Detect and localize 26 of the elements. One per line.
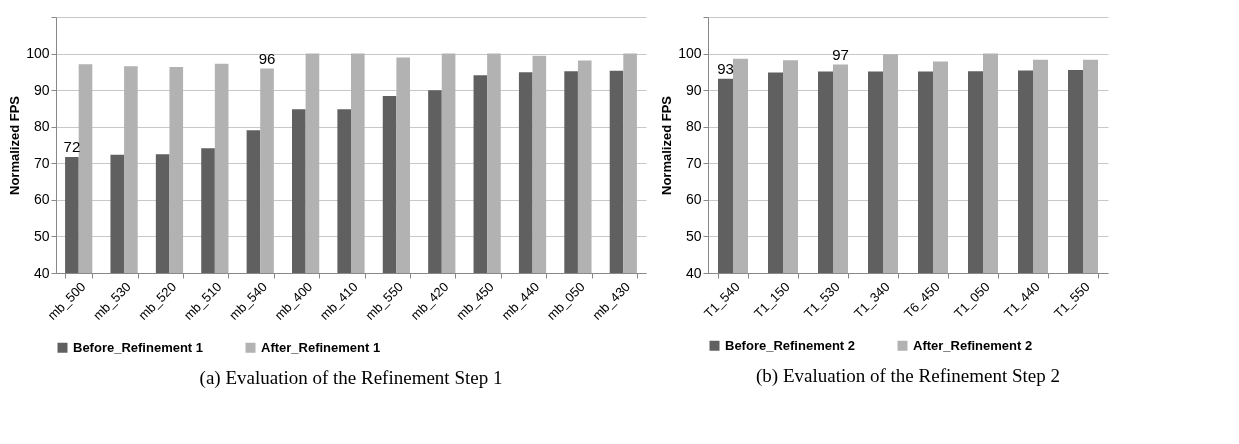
y-tick-label: 90 bbox=[33, 81, 50, 98]
data-label: 96 bbox=[258, 49, 276, 67]
y-tick-label: 100 bbox=[26, 45, 50, 62]
y-axis-title: Normalized FPS bbox=[7, 95, 23, 195]
y-tick-label: 70 bbox=[685, 154, 702, 171]
y-tick-label: 90 bbox=[685, 81, 702, 98]
y-tick-label: 60 bbox=[33, 191, 50, 208]
data-label: 72 bbox=[63, 138, 81, 156]
y-tick-label: 40 bbox=[33, 264, 50, 281]
legend-label: Before_Refinement 2 bbox=[725, 337, 856, 353]
legend-label: Before_Refinement 1 bbox=[73, 339, 204, 355]
y-tick-label: 50 bbox=[33, 227, 50, 244]
y-axis-title: Normalized FPS bbox=[659, 95, 675, 195]
y-tick-label: 100 bbox=[678, 45, 702, 62]
legend-label: After_Refinement 2 bbox=[913, 337, 1033, 353]
legend-label: After_Refinement 1 bbox=[261, 339, 381, 355]
data-label: 93 bbox=[717, 59, 734, 77]
y-tick-label: 40 bbox=[685, 264, 702, 281]
y-tick-label: 50 bbox=[685, 227, 702, 244]
y-tick-label: 80 bbox=[33, 118, 50, 135]
y-tick-label: 60 bbox=[685, 191, 702, 208]
y-tick-label: 70 bbox=[33, 154, 50, 171]
text: (b) Evaluation of the Refinement Step 2 bbox=[756, 365, 1060, 387]
text: (a) Evaluation of the Refinement Step 1 bbox=[199, 367, 503, 389]
data-label: 97 bbox=[832, 45, 849, 63]
y-tick-label: 80 bbox=[685, 118, 702, 135]
